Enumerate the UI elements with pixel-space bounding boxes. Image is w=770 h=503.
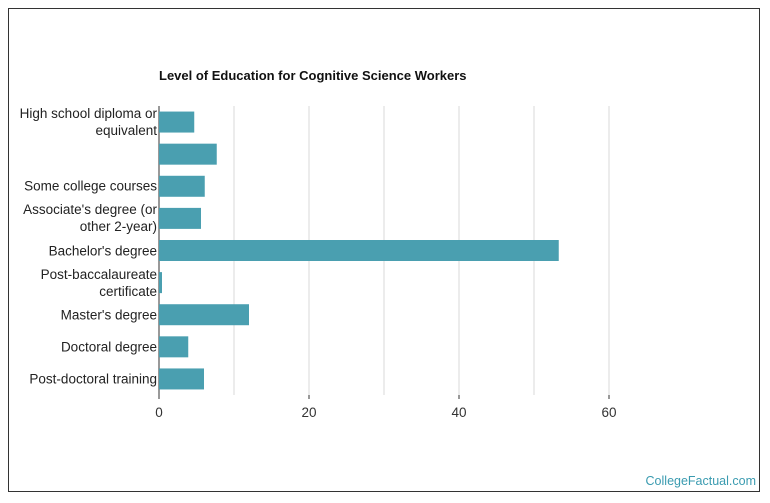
- x-tick-label: 40: [451, 405, 466, 420]
- x-tick-label: 60: [601, 405, 616, 420]
- bar: [159, 240, 559, 261]
- bar: [159, 175, 205, 197]
- bar: [159, 111, 195, 133]
- x-tick-label: 0: [155, 405, 163, 420]
- y-tick-label: Doctoral degree: [60, 339, 157, 355]
- y-tick-label: Associate's degree (or other 2-year): [23, 202, 157, 235]
- bar: [159, 143, 217, 165]
- bar: [159, 272, 162, 294]
- bar: [159, 336, 189, 358]
- bar: [159, 304, 249, 326]
- chart-title: Level of Education for Cognitive Science…: [159, 68, 467, 83]
- y-tick-label: Master's degree: [60, 307, 157, 323]
- y-tick-label: Some college courses: [24, 178, 157, 194]
- frame: [8, 8, 760, 492]
- y-tick-label: Post-doctoral training: [29, 371, 157, 387]
- y-tick-label: Post-baccalaureate certificate: [40, 266, 157, 299]
- x-tick-label: 20: [301, 405, 316, 420]
- y-tick-label: High school diploma or equivalent: [19, 106, 157, 139]
- bar: [159, 368, 204, 390]
- y-tick-label: Bachelor's degree: [48, 243, 157, 258]
- source-link[interactable]: CollegeFactual.com: [645, 474, 756, 488]
- bar: [159, 207, 201, 229]
